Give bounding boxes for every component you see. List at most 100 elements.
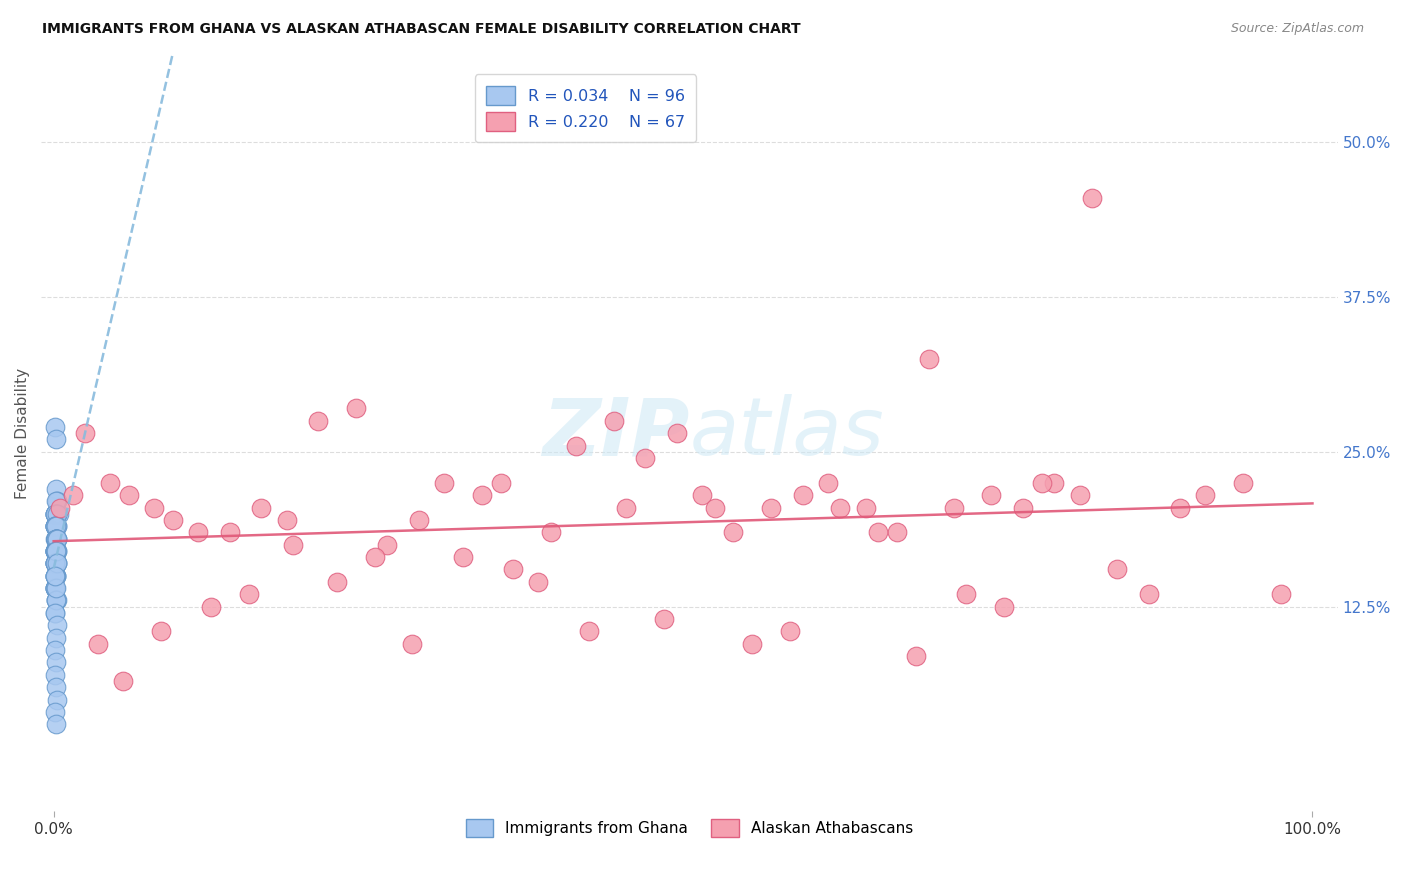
Point xyxy=(45,568,67,582)
Point xyxy=(44,606,66,620)
Point xyxy=(665,426,688,441)
Point xyxy=(46,519,69,533)
Point xyxy=(45,532,67,546)
Point xyxy=(955,587,977,601)
Point xyxy=(111,674,134,689)
Point xyxy=(1069,488,1091,502)
Point xyxy=(1194,488,1216,502)
Point xyxy=(44,568,66,582)
Point xyxy=(44,643,66,657)
Point xyxy=(45,519,67,533)
Point xyxy=(45,532,67,546)
Point xyxy=(741,637,763,651)
Point xyxy=(75,426,97,441)
Point xyxy=(45,593,67,607)
Point xyxy=(219,525,242,540)
Point xyxy=(44,519,66,533)
Point xyxy=(45,568,67,582)
Point xyxy=(44,581,66,595)
Point xyxy=(1081,191,1104,205)
Point xyxy=(187,525,209,540)
Point xyxy=(45,557,67,571)
Point xyxy=(98,475,121,490)
Point xyxy=(45,532,67,546)
Point xyxy=(44,544,66,558)
Point xyxy=(44,519,66,533)
Point xyxy=(761,500,783,515)
Point xyxy=(45,557,67,571)
Point xyxy=(44,519,66,533)
Point xyxy=(45,494,67,508)
Point xyxy=(45,532,67,546)
Point xyxy=(46,692,69,706)
Point xyxy=(149,624,172,639)
Point xyxy=(44,544,66,558)
Point xyxy=(48,507,70,521)
Point xyxy=(45,680,67,694)
Point xyxy=(46,618,69,632)
Point xyxy=(44,581,66,595)
Point xyxy=(44,557,66,571)
Point xyxy=(46,557,69,571)
Point xyxy=(489,475,512,490)
Point xyxy=(200,599,222,614)
Point xyxy=(250,500,273,515)
Point xyxy=(162,513,184,527)
Point xyxy=(46,557,69,571)
Point xyxy=(46,544,69,558)
Point xyxy=(993,599,1015,614)
Point xyxy=(46,544,69,558)
Point xyxy=(44,544,66,558)
Point xyxy=(45,557,67,571)
Point xyxy=(868,525,890,540)
Point xyxy=(1137,587,1160,601)
Point xyxy=(690,488,713,502)
Point xyxy=(46,494,69,508)
Point xyxy=(451,550,474,565)
Point xyxy=(616,500,638,515)
Point xyxy=(1232,475,1254,490)
Point xyxy=(44,544,66,558)
Point xyxy=(44,668,66,682)
Point xyxy=(44,544,66,558)
Point xyxy=(45,532,67,546)
Point xyxy=(44,557,66,571)
Text: ZIP: ZIP xyxy=(541,394,689,472)
Point xyxy=(45,717,67,731)
Point xyxy=(45,568,67,582)
Point xyxy=(980,488,1002,502)
Point xyxy=(45,544,67,558)
Point xyxy=(44,568,66,582)
Point xyxy=(45,581,67,595)
Text: IMMIGRANTS FROM GHANA VS ALASKAN ATHABASCAN FEMALE DISABILITY CORRELATION CHART: IMMIGRANTS FROM GHANA VS ALASKAN ATHABAS… xyxy=(42,22,801,37)
Point xyxy=(62,488,84,502)
Point xyxy=(1107,562,1129,576)
Point xyxy=(143,500,166,515)
Point xyxy=(1031,475,1053,490)
Point xyxy=(44,532,66,546)
Point xyxy=(45,532,67,546)
Point xyxy=(44,557,66,571)
Point xyxy=(408,513,430,527)
Point xyxy=(44,581,66,595)
Point xyxy=(44,519,66,533)
Point xyxy=(830,500,852,515)
Point xyxy=(44,420,66,434)
Point xyxy=(45,433,67,447)
Point xyxy=(45,656,67,670)
Point xyxy=(363,550,385,565)
Point xyxy=(45,519,67,533)
Point xyxy=(779,624,801,639)
Point xyxy=(45,532,67,546)
Point xyxy=(45,532,67,546)
Text: Source: ZipAtlas.com: Source: ZipAtlas.com xyxy=(1230,22,1364,36)
Point xyxy=(652,612,675,626)
Point xyxy=(904,649,927,664)
Point xyxy=(942,500,965,515)
Point xyxy=(326,574,349,589)
Point xyxy=(471,488,494,502)
Point xyxy=(46,532,69,546)
Text: atlas: atlas xyxy=(689,394,884,472)
Point xyxy=(44,507,66,521)
Point xyxy=(44,557,66,571)
